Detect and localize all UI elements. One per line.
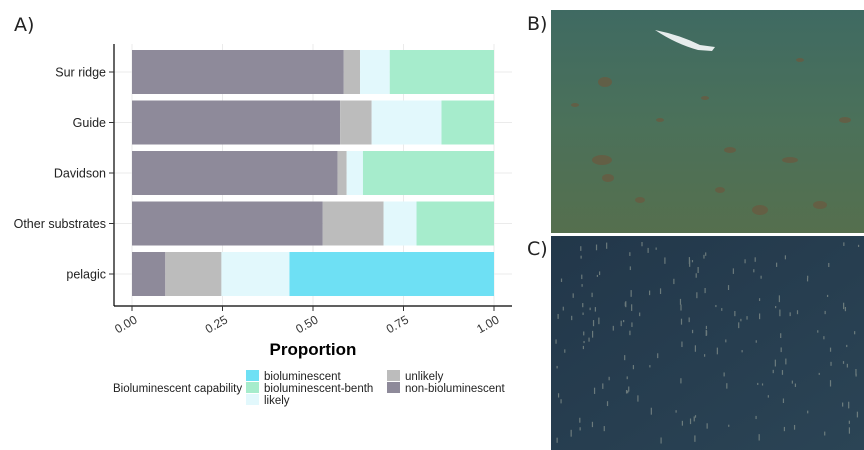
legend-label-non-bioluminescent: non-bioluminescent — [405, 383, 506, 395]
x-tick-label: 0.00 — [112, 312, 140, 336]
seafloor-organisms — [571, 58, 851, 215]
category-labels: Sur ridge Guide Davidson Other substrates pe… — [14, 66, 114, 282]
x-tick-label: 1.00 — [474, 312, 502, 336]
legend-label-bioluminescent: bioluminescent — [264, 371, 342, 383]
legend-swatch-non-bioluminescent — [387, 382, 400, 393]
x-tick-label: 0.75 — [384, 312, 412, 336]
legend-label-likely: likely — [264, 395, 290, 407]
x-tick-labels: 0.00 0.25 0.50 0.75 1.00 — [112, 306, 502, 336]
x-tick-label: 0.50 — [293, 312, 321, 336]
marine-snow-particles — [555, 242, 860, 444]
bar-other-substrates-bioluminescent-benth — [416, 201, 494, 246]
bar-pelagic-likely — [221, 252, 290, 296]
bar-other-substrates-likely — [383, 201, 417, 246]
x-axis-title: Proportion — [270, 340, 357, 359]
legend-swatch-unlikely — [387, 370, 400, 381]
bar-guide-non-bioluminescent — [132, 100, 341, 145]
fish-in-photo — [655, 30, 715, 51]
legend-label-bioluminescent-benth: bioluminescent-benth — [264, 383, 373, 395]
bar-other-substrates-unlikely — [322, 201, 384, 246]
category-label-davidson: Davidson — [54, 167, 106, 181]
bar-other-substrates-non-bioluminescent — [132, 201, 323, 246]
bar-sur-ridge-bioluminescent-benth — [389, 50, 494, 94]
category-label-pelagic: pelagic — [66, 268, 106, 282]
bar-pelagic-bioluminescent — [289, 252, 494, 296]
bar-guide-likely — [371, 100, 442, 145]
panel-label-c: C) — [527, 238, 548, 260]
panel-label-b: B) — [527, 13, 547, 35]
photo-seafloor — [551, 10, 864, 233]
category-label-sur-ridge: Sur ridge — [55, 66, 106, 80]
bar-sur-ridge-unlikely — [343, 50, 361, 94]
bar-guide-bioluminescent-benth — [441, 100, 494, 145]
bar-guide-unlikely — [340, 100, 372, 145]
legend-label-unlikely: unlikely — [405, 371, 444, 383]
legend-swatch-likely — [246, 394, 259, 405]
x-tick-label: 0.25 — [203, 312, 231, 336]
bar-sur-ridge-likely — [360, 50, 390, 94]
photo-pelagic — [551, 236, 864, 450]
legend: Bioluminescent capability bioluminescent… — [113, 370, 506, 407]
category-label-other-substrates: Other substrates — [14, 217, 106, 231]
legend-swatch-bioluminescent — [246, 370, 259, 381]
bar-davidson-bioluminescent-benth — [362, 151, 494, 195]
bar-pelagic-non-bioluminescent — [132, 252, 166, 296]
bar-pelagic-unlikely — [165, 252, 222, 296]
stacked-bar-chart: Sur ridge Guide Davidson Other substrates pe… — [14, 44, 512, 359]
bar-sur-ridge-non-bioluminescent — [132, 50, 344, 94]
bars — [132, 50, 494, 296]
bar-davidson-non-bioluminescent — [132, 151, 338, 195]
bar-davidson-likely — [346, 151, 363, 195]
panel-label-a: A) — [14, 14, 34, 36]
legend-title: Bioluminescent capability — [113, 383, 242, 395]
photo-seafloor-background — [551, 10, 864, 233]
photo-pelagic-background — [551, 236, 864, 450]
bar-davidson-unlikely — [337, 151, 347, 195]
legend-swatch-bioluminescent-benth — [246, 382, 259, 393]
category-label-guide: Guide — [73, 116, 106, 130]
